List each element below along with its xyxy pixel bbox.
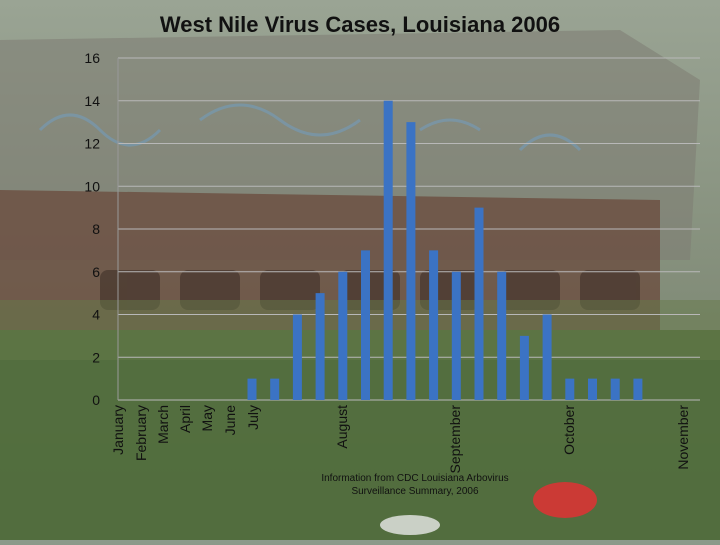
bar [474, 207, 484, 400]
chart-title: West Nile Virus Cases, Louisiana 2006 [159, 12, 561, 37]
month-label: November [675, 405, 691, 470]
y-tick-label: 14 [84, 93, 100, 109]
y-tick-label: 6 [92, 264, 100, 280]
y-tick-label: 8 [92, 221, 100, 237]
month-label: May [199, 405, 215, 431]
month-label: June [222, 405, 238, 436]
bar [497, 271, 507, 400]
bar [429, 250, 439, 400]
bar [292, 314, 302, 400]
bar [519, 335, 529, 400]
bar [406, 122, 416, 400]
x-axis-month-labels: January February March April May June July Augu… [110, 405, 691, 474]
footnote: Information from CDC Louisiana Arbovirus… [321, 473, 509, 497]
bar [610, 378, 620, 400]
y-tick-label: 4 [92, 307, 100, 323]
month-label: April [177, 405, 193, 433]
month-label: August [334, 405, 350, 449]
y-tick-label: 2 [92, 349, 100, 365]
y-tick-label: 0 [92, 392, 100, 408]
bars [247, 100, 643, 400]
bar [542, 314, 552, 400]
bar [451, 271, 461, 400]
bar [338, 271, 348, 400]
bar [383, 100, 393, 400]
month-label: October [561, 405, 577, 455]
bar [270, 378, 280, 400]
bar [361, 250, 370, 400]
bar [315, 293, 325, 400]
bar [633, 378, 643, 400]
month-label: February [133, 405, 149, 461]
bar [247, 378, 257, 400]
y-axis: 0 2 4 6 8 10 12 14 16 [84, 50, 119, 408]
month-label: September [447, 405, 463, 474]
bar [588, 378, 597, 400]
y-tick-label: 12 [84, 136, 100, 152]
month-label: July [245, 405, 261, 430]
month-label: January [110, 405, 126, 455]
bar [565, 378, 575, 400]
y-tick-label: 16 [84, 50, 100, 66]
month-label: March [155, 405, 171, 444]
y-tick-label: 10 [84, 178, 100, 194]
